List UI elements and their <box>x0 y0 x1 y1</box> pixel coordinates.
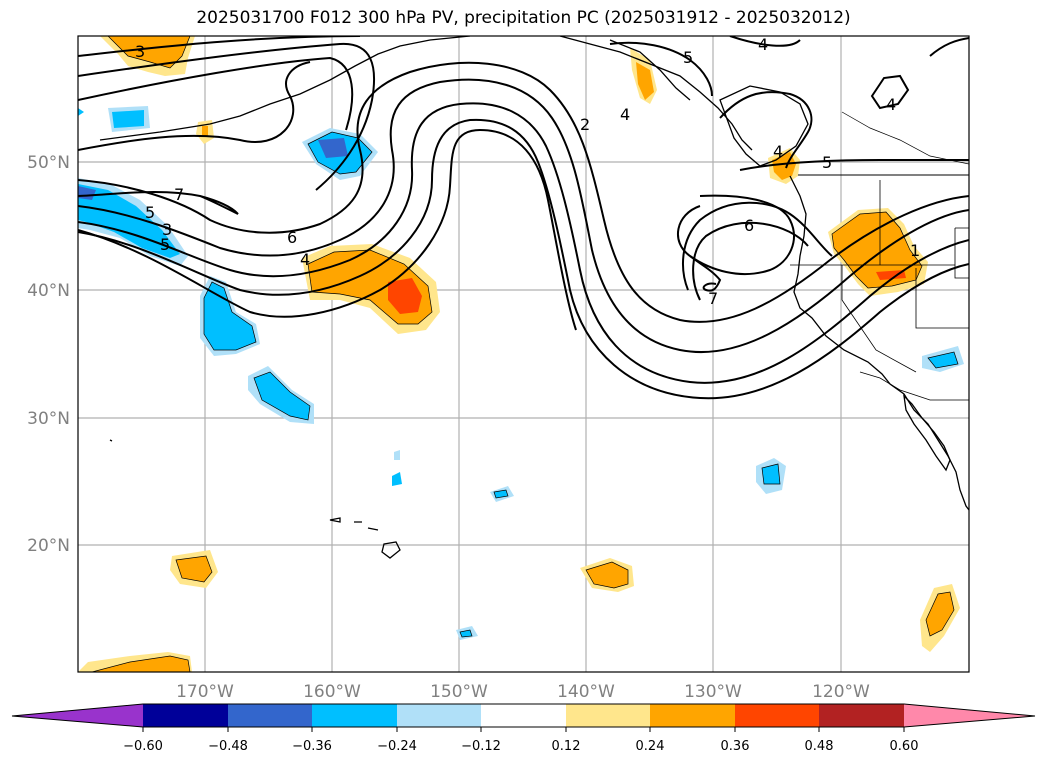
contour-label: 4 <box>300 250 310 269</box>
pv-contours <box>78 36 969 400</box>
colorbar-segment <box>566 704 650 727</box>
colorbar-segment <box>819 704 904 727</box>
colorbar-tick-label: −0.24 <box>377 739 417 754</box>
colorbar-segment <box>904 704 1035 727</box>
colorbar-tick-label: 0.24 <box>636 739 665 754</box>
colorbar-tick-label: 0.60 <box>890 739 919 754</box>
colorbar-tick-label: −0.12 <box>461 739 501 754</box>
contour-label: 4 <box>758 35 768 54</box>
colorbar-ticks <box>142 727 905 732</box>
lat-label: 20°N <box>27 536 70 556</box>
colorbar-segment <box>143 704 228 727</box>
longitude-labels: 170°W 160°W 150°W 140°W 130°W 120°W <box>176 682 870 702</box>
colorbar-tick-label: −0.36 <box>292 739 332 754</box>
contour-label: 4 <box>620 105 630 124</box>
lon-label: 170°W <box>176 682 234 702</box>
colorbar-tick-label: 0.12 <box>552 739 581 754</box>
contour-label: 6 <box>744 216 754 235</box>
contour-label: 2 <box>580 115 590 134</box>
contour-label: 1 <box>910 241 920 260</box>
colorbar-segment <box>650 704 735 727</box>
colorbar-segment <box>228 704 312 727</box>
colorbar-segment <box>397 704 481 727</box>
contour-label: 4 <box>886 95 896 114</box>
contour-label: 5 <box>822 153 832 172</box>
lon-label: 130°W <box>684 682 742 702</box>
contour-label: 6 <box>287 228 297 247</box>
colorbar-segment <box>481 704 566 727</box>
lon-label: 150°W <box>430 682 488 702</box>
latitude-labels: 50°N 40°N 30°N 20°N <box>27 153 70 556</box>
lat-label: 50°N <box>27 153 70 173</box>
contour-label: 5 <box>160 235 170 254</box>
colorbar-segment <box>735 704 819 727</box>
contour-label: 4 <box>773 142 783 161</box>
colorbar-segment <box>12 704 143 727</box>
contour-label-group: 3 5 4 4 2 4 5 4 5 7 5 3 6 4 6 1 7 <box>135 35 920 308</box>
map-title: 2025031700 F012 300 hPa PV, precipitatio… <box>196 8 851 28</box>
precip-negative-areas <box>78 106 964 640</box>
colorbar-tick-label: 0.36 <box>721 739 750 754</box>
lon-label: 120°W <box>812 682 870 702</box>
colorbar-tick-label: −0.60 <box>123 739 163 754</box>
colorbar-tick-label: −0.48 <box>208 739 248 754</box>
colorbar-segment <box>312 704 397 727</box>
colorbar: −0.60 −0.48 −0.36 −0.24 −0.12 0.12 0.24 … <box>11 703 1036 754</box>
contour-label: 5 <box>145 203 155 222</box>
contour-label: 3 <box>135 42 145 61</box>
lat-label: 30°N <box>27 409 70 429</box>
colorbar-tick-label: 0.48 <box>805 739 834 754</box>
contour-label: 3 <box>162 220 172 239</box>
contour-label: 5 <box>683 48 693 67</box>
lat-label: 40°N <box>27 281 70 301</box>
contour-label: 7 <box>174 185 184 204</box>
map-frame <box>77 35 970 673</box>
lon-label: 140°W <box>557 682 615 702</box>
lon-label: 160°W <box>303 682 361 702</box>
contour-label: 7 <box>708 289 718 308</box>
